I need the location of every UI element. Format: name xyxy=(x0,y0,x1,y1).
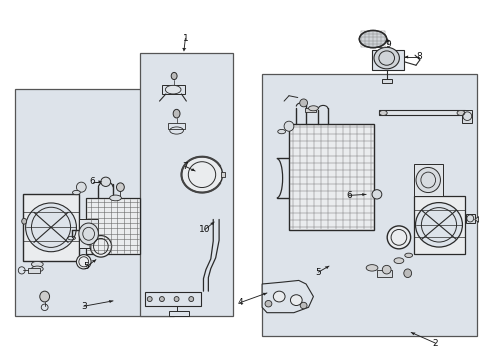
Bar xyxy=(379,111,465,116)
Text: 2: 2 xyxy=(433,339,439,348)
Polygon shape xyxy=(210,222,214,225)
Ellipse shape xyxy=(404,269,412,278)
Ellipse shape xyxy=(90,235,112,257)
Polygon shape xyxy=(92,260,96,263)
Bar xyxy=(23,194,79,261)
Text: 7: 7 xyxy=(182,162,188,171)
Polygon shape xyxy=(191,168,195,171)
Ellipse shape xyxy=(101,177,111,186)
Ellipse shape xyxy=(110,195,122,201)
Ellipse shape xyxy=(147,297,152,302)
Ellipse shape xyxy=(278,130,286,134)
Bar xyxy=(27,268,40,273)
Ellipse shape xyxy=(416,203,463,247)
Ellipse shape xyxy=(309,106,318,111)
Text: 1: 1 xyxy=(182,34,188,43)
Bar xyxy=(15,89,174,316)
Ellipse shape xyxy=(382,265,391,274)
Ellipse shape xyxy=(25,203,76,252)
Ellipse shape xyxy=(405,253,413,257)
Text: 10: 10 xyxy=(199,225,211,234)
Ellipse shape xyxy=(171,72,177,80)
Bar xyxy=(168,123,185,129)
Ellipse shape xyxy=(173,109,180,118)
Ellipse shape xyxy=(284,121,294,131)
Text: 5: 5 xyxy=(83,262,89,271)
Text: 6: 6 xyxy=(90,177,96,186)
Polygon shape xyxy=(411,332,416,335)
Polygon shape xyxy=(263,293,267,296)
Ellipse shape xyxy=(117,183,124,192)
Bar xyxy=(162,85,185,94)
Ellipse shape xyxy=(165,85,181,94)
Ellipse shape xyxy=(366,265,378,271)
Text: 9: 9 xyxy=(385,40,391,49)
Bar xyxy=(145,292,201,306)
Polygon shape xyxy=(109,300,113,303)
Ellipse shape xyxy=(265,301,272,307)
Text: 4: 4 xyxy=(237,298,243,307)
Polygon shape xyxy=(98,180,102,183)
Ellipse shape xyxy=(394,258,404,264)
Bar xyxy=(86,198,140,253)
Polygon shape xyxy=(386,39,390,42)
Bar xyxy=(414,196,465,253)
Ellipse shape xyxy=(359,31,387,48)
Bar xyxy=(372,50,404,69)
Ellipse shape xyxy=(79,223,98,244)
Bar xyxy=(220,172,225,177)
Ellipse shape xyxy=(374,47,399,69)
Polygon shape xyxy=(475,217,479,222)
Polygon shape xyxy=(362,193,366,196)
Bar xyxy=(463,110,472,123)
Polygon shape xyxy=(404,55,408,59)
Ellipse shape xyxy=(372,190,382,199)
Ellipse shape xyxy=(40,291,49,302)
Bar xyxy=(305,108,316,112)
Polygon shape xyxy=(182,48,186,51)
Bar xyxy=(414,164,443,196)
Ellipse shape xyxy=(73,190,80,195)
Text: 3: 3 xyxy=(81,302,87,311)
Bar xyxy=(382,79,392,83)
Bar xyxy=(79,220,98,248)
Bar xyxy=(169,311,189,316)
Bar xyxy=(262,74,477,336)
Ellipse shape xyxy=(291,295,302,306)
Polygon shape xyxy=(325,266,329,269)
Ellipse shape xyxy=(76,182,86,192)
Text: 8: 8 xyxy=(416,53,422,62)
Bar xyxy=(140,53,233,316)
Ellipse shape xyxy=(174,297,179,302)
Ellipse shape xyxy=(31,261,43,267)
Ellipse shape xyxy=(457,111,465,116)
Ellipse shape xyxy=(273,291,285,302)
Ellipse shape xyxy=(31,266,43,272)
Ellipse shape xyxy=(416,167,441,193)
Text: 6: 6 xyxy=(346,191,352,200)
Bar xyxy=(289,125,374,230)
Polygon shape xyxy=(262,280,314,313)
Text: 5: 5 xyxy=(316,268,321,277)
Ellipse shape xyxy=(181,157,222,193)
Ellipse shape xyxy=(379,111,387,116)
Bar xyxy=(466,214,475,223)
Ellipse shape xyxy=(22,219,26,224)
Bar xyxy=(377,270,392,277)
Ellipse shape xyxy=(300,99,308,107)
Ellipse shape xyxy=(76,255,91,269)
Ellipse shape xyxy=(159,297,164,302)
Ellipse shape xyxy=(189,297,194,302)
Ellipse shape xyxy=(300,302,307,309)
Ellipse shape xyxy=(387,226,411,249)
